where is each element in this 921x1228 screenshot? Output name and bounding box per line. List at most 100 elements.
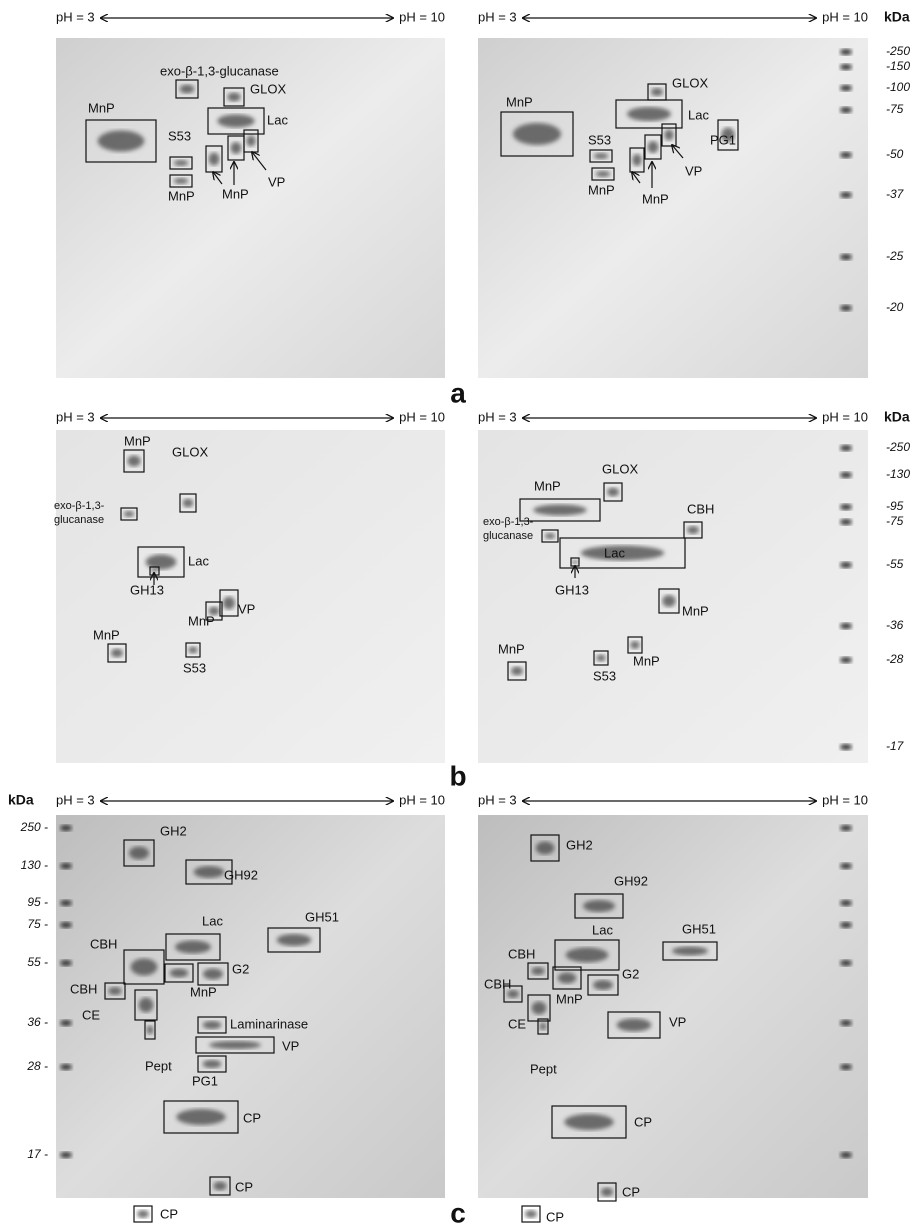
protein-label: exo-β-1,3- [54, 500, 105, 512]
protein-spot [202, 1021, 222, 1029]
ph-high-label: pH = 10 [822, 9, 868, 24]
marker-band [60, 863, 72, 869]
protein-spot [595, 171, 611, 177]
protein-spot [647, 141, 659, 153]
ph-low-label: pH = 3 [478, 792, 517, 807]
protein-spot [217, 114, 255, 128]
annotation-box [662, 941, 718, 961]
marker-band [840, 254, 852, 260]
kda-tick-label: -130 [886, 467, 910, 481]
annotation-box [120, 507, 138, 521]
ph-high-label: pH = 10 [399, 792, 445, 807]
annotation-box [530, 834, 560, 862]
protein-spot [616, 1018, 652, 1032]
annotation-box [197, 962, 229, 986]
kda-tick-label: -55 [886, 557, 904, 571]
protein-spot [276, 934, 312, 946]
annotation-box [500, 111, 574, 157]
marker-band [840, 472, 852, 478]
annotation-box [144, 1020, 156, 1040]
protein-spot [227, 92, 241, 102]
kda-tick-label: -75 [886, 102, 904, 116]
protein-spot [151, 569, 158, 573]
annotation-box [185, 642, 201, 658]
protein-label: GLOX [250, 81, 286, 96]
annotation-box [541, 529, 559, 543]
annotation-box [559, 537, 686, 569]
marker-band [840, 863, 852, 869]
protein-spot [179, 84, 195, 94]
kda-tick-label: -50 [886, 147, 904, 161]
annotation-box [197, 1016, 227, 1034]
protein-spot [535, 841, 555, 855]
protein-label: VP [685, 163, 702, 178]
protein-spot [630, 641, 640, 649]
protein-spot [208, 152, 220, 166]
protein-spot [145, 554, 177, 570]
protein-label: Lac [604, 545, 625, 560]
protein-spot [583, 900, 615, 912]
protein-label: G2 [622, 966, 639, 981]
marker-band [60, 825, 72, 831]
protein-label: MnP [93, 627, 120, 642]
annotation-box [175, 79, 199, 99]
protein-label: MnP [124, 433, 151, 448]
annotation-box [589, 149, 613, 163]
annotation-box [169, 156, 193, 170]
protein-label: GH92 [614, 873, 648, 888]
protein-spot [593, 153, 609, 159]
marker-band [840, 1152, 852, 1158]
annotation-box [527, 994, 551, 1022]
protein-spot [129, 846, 149, 860]
protein-label: CE [508, 1016, 526, 1031]
protein-spot [182, 498, 194, 508]
annotation-box [587, 974, 619, 996]
protein-spot [511, 666, 523, 676]
protein-label: PG1 [710, 132, 736, 147]
protein-label: CBH [70, 981, 97, 996]
kda-tick-label: -28 [886, 652, 904, 666]
gel-image [56, 430, 445, 763]
protein-label: CE [82, 1007, 100, 1022]
ph-low-label: pH = 3 [56, 409, 95, 424]
protein-spot [651, 88, 663, 96]
protein-label: MnP [556, 991, 583, 1006]
annotation-box [165, 933, 221, 961]
protein-spot [557, 972, 577, 984]
protein-spot [721, 127, 735, 143]
protein-spot [531, 967, 545, 975]
ph-low-label: pH = 3 [56, 9, 95, 24]
ph-high-label: pH = 10 [399, 409, 445, 424]
annotation-arrow [252, 152, 267, 171]
protein-spot [173, 178, 189, 184]
protein-spot [662, 595, 676, 607]
kda-tick-label: -95 [886, 499, 904, 513]
protein-label: CP [622, 1184, 640, 1199]
protein-spot [513, 123, 561, 145]
marker-band [840, 922, 852, 928]
protein-label: CBH [484, 976, 511, 991]
protein-label: Pept [145, 1058, 172, 1073]
protein-label: Lac [592, 922, 613, 937]
protein-spot [672, 946, 708, 956]
protein-label: PG1 [192, 1073, 218, 1088]
annotation-box [133, 1205, 153, 1223]
protein-label: MnP [222, 186, 249, 201]
kda-tick-label: -25 [886, 249, 904, 263]
annotation-box [207, 107, 265, 135]
protein-label: CBH [687, 501, 714, 516]
marker-band [840, 107, 852, 113]
protein-spot [223, 596, 235, 610]
annotation-box [574, 893, 624, 919]
marker-band [840, 825, 852, 831]
protein-spot [146, 1025, 154, 1035]
marker-band [840, 623, 852, 629]
annotation-box [527, 962, 549, 980]
marker-band [840, 305, 852, 311]
protein-label: S53 [183, 660, 206, 675]
protein-label: G2 [232, 961, 249, 976]
annotation-box [551, 1105, 627, 1139]
marker-band [840, 1020, 852, 1026]
marker-band [60, 960, 72, 966]
protein-label: GH2 [160, 823, 187, 838]
